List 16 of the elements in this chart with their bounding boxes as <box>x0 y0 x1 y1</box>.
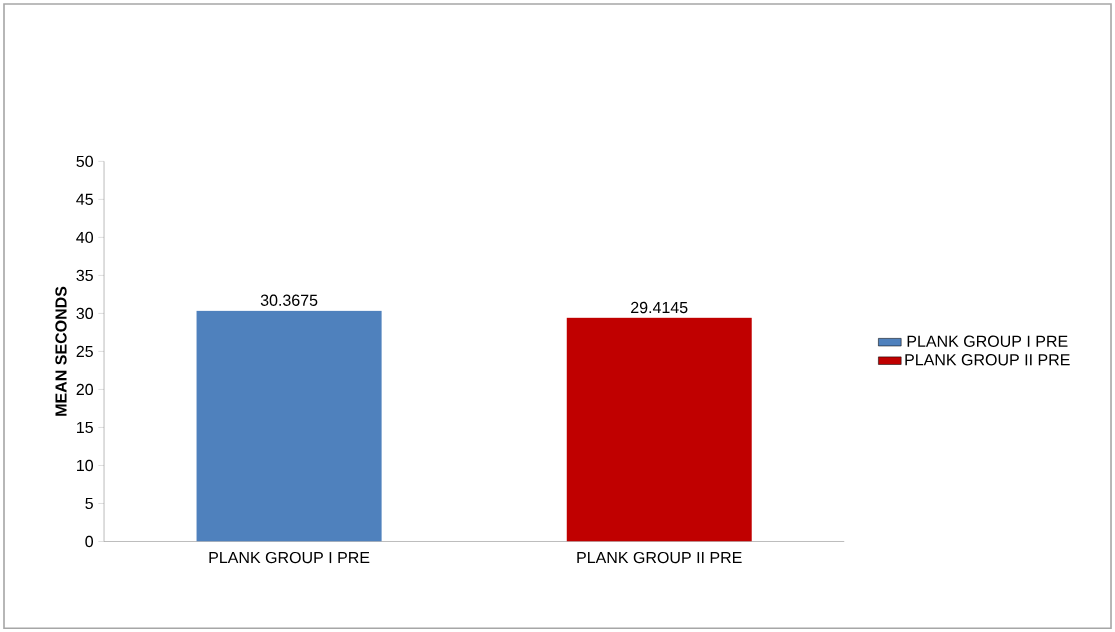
y-tick-label: 10 <box>77 459 94 472</box>
y-tick-label: 25 <box>76 345 93 357</box>
y-axis-title: MEAN SECONDS <box>55 286 67 416</box>
y-tick-label: 40 <box>76 231 94 243</box>
y-tick-label: 30 <box>76 307 94 319</box>
y-tick-label: 15 <box>77 421 93 433</box>
y-tick-label: 35 <box>76 269 93 281</box>
legend-label: PLANK GROUP I PRE <box>907 335 1068 347</box>
data-label: 30.3675 <box>260 294 318 306</box>
y-tick-label: 0 <box>85 535 94 548</box>
y-tick-label: 45 <box>76 193 93 205</box>
data-label: 29.4145 <box>631 301 688 314</box>
y-tick-label: 5 <box>85 497 93 509</box>
y-tick-label: 20 <box>76 383 94 396</box>
y-tick-label: 50 <box>76 155 94 167</box>
legend-label: PLANK GROUP II PRE <box>905 354 1070 366</box>
